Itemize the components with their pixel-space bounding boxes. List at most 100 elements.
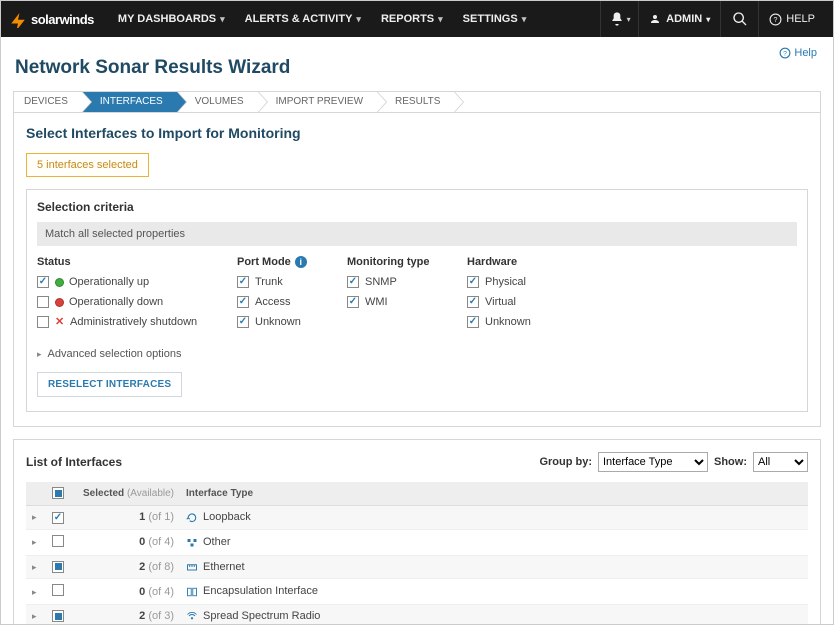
advanced-label: Advanced selection options: [48, 348, 182, 360]
expand-icon[interactable]: ▸: [32, 611, 40, 622]
brand[interactable]: solarwinds: [9, 10, 94, 28]
nav-settings[interactable]: SETTINGS▾: [453, 1, 537, 37]
help-icon: ?: [769, 13, 782, 26]
criteria-col-status: Status Operationally up Operationally do…: [37, 256, 237, 336]
criteria-hardware-physical[interactable]: Physical: [467, 276, 587, 288]
nav-my-dashboards[interactable]: MY DASHBOARDS ▾: [108, 1, 235, 37]
row-checkbox[interactable]: [52, 561, 64, 573]
criteria-label: Access: [255, 296, 290, 308]
criteria-head-portmode: Port Modei: [237, 256, 347, 268]
row-checkbox[interactable]: [52, 535, 64, 547]
brand-text: solarwinds: [31, 12, 94, 27]
show-label: Show:: [714, 456, 747, 468]
nav-help[interactable]: ? HELP: [758, 1, 825, 37]
criteria-status-shutdown[interactable]: ✕ Administratively shutdown: [37, 316, 237, 328]
help-icon: ?: [779, 47, 791, 59]
checkbox-icon: [347, 276, 359, 288]
criteria-head-status: Status: [37, 256, 237, 268]
criteria-portmode-trunk[interactable]: Trunk: [237, 276, 347, 288]
checkbox-icon: [467, 296, 479, 308]
page-help-link[interactable]: ? Help: [779, 47, 817, 59]
checkbox-icon: [37, 296, 49, 308]
criteria-hardware-unknown[interactable]: Unknown: [467, 316, 587, 328]
checkbox-icon: [37, 316, 49, 328]
step-devices[interactable]: DEVICES: [14, 91, 82, 113]
svg-text:?: ?: [774, 17, 778, 24]
criteria-label: Unknown: [255, 316, 301, 328]
expand-icon[interactable]: ▸: [32, 512, 40, 523]
caret-down-icon: ▾: [220, 14, 225, 25]
criteria-status-down[interactable]: Operationally down: [37, 296, 237, 308]
criteria-label: WMI: [365, 296, 388, 308]
row-checkbox[interactable]: [52, 512, 64, 524]
table-row[interactable]: ▸2 (of 3)Spread Spectrum Radio: [26, 605, 808, 625]
show-select[interactable]: All: [753, 452, 808, 472]
table-row[interactable]: ▸1 (of 1)Loopback: [26, 505, 808, 529]
expand-icon: ▸: [37, 349, 42, 360]
expand-icon[interactable]: ▸: [32, 537, 40, 548]
step-import-preview[interactable]: IMPORT PREVIEW: [258, 91, 377, 113]
criteria-label: Physical: [485, 276, 526, 288]
criteria-portmode-unknown[interactable]: Unknown: [237, 316, 347, 328]
step-interfaces[interactable]: INTERFACES: [82, 91, 177, 113]
reselect-interfaces-button[interactable]: RESELECT INTERFACES: [37, 372, 182, 397]
wizard-steps: DEVICES INTERFACES VOLUMES IMPORT PREVIE…: [13, 91, 821, 113]
header-type: Interface Type: [180, 482, 808, 505]
nav-label: ALERTS & ACTIVITY: [245, 13, 353, 25]
criteria-label: Unknown: [485, 316, 531, 328]
criteria-label: Virtual: [485, 296, 516, 308]
nav-reports[interactable]: REPORTS▾: [371, 1, 453, 37]
group-by-label: Group by:: [539, 456, 592, 468]
checkbox-icon: [467, 276, 479, 288]
select-all-checkbox[interactable]: [52, 487, 64, 499]
nav-alerts-activity[interactable]: ALERTS & ACTIVITY▾: [235, 1, 371, 37]
interface-type-icon: [186, 536, 198, 548]
criteria-head-monitoring: Monitoring type: [347, 256, 467, 268]
row-checkbox[interactable]: [52, 610, 64, 622]
table-row[interactable]: ▸2 (of 8)Ethernet: [26, 555, 808, 579]
list-title: List of Interfaces: [26, 455, 122, 469]
help-link-label: Help: [794, 47, 817, 59]
step-results[interactable]: RESULTS: [377, 91, 454, 113]
expand-icon[interactable]: ▸: [32, 562, 40, 573]
advanced-selection-options[interactable]: ▸ Advanced selection options: [37, 348, 797, 360]
nav-label: REPORTS: [381, 13, 434, 25]
selection-criteria-box: Selection criteria Match all selected pr…: [26, 189, 808, 412]
criteria-label: Operationally up: [69, 276, 149, 288]
criteria-label: Administratively shutdown: [70, 316, 197, 328]
criteria-monitoring-snmp[interactable]: SNMP: [347, 276, 467, 288]
table-row[interactable]: ▸0 (of 4)Encapsulation Interface: [26, 579, 808, 605]
status-down-icon: [55, 298, 64, 307]
criteria-label: Operationally down: [69, 296, 163, 308]
search-button[interactable]: [720, 1, 758, 37]
admin-label: ADMIN: [666, 13, 702, 25]
notifications-button[interactable]: ▾: [600, 1, 638, 37]
step-volumes[interactable]: VOLUMES: [177, 91, 258, 113]
criteria-hardware-virtual[interactable]: Virtual: [467, 296, 587, 308]
criteria-portmode-access[interactable]: Access: [237, 296, 347, 308]
criteria-col-monitoring: Monitoring type SNMP WMI: [347, 256, 467, 336]
caret-down-icon: ▾: [356, 14, 361, 25]
row-checkbox[interactable]: [52, 584, 64, 596]
status-shutdown-icon: ✕: [55, 317, 65, 327]
criteria-title: Selection criteria: [37, 200, 797, 214]
help-label: HELP: [786, 13, 815, 25]
checkbox-icon: [37, 276, 49, 288]
nav-label: MY DASHBOARDS: [118, 13, 216, 25]
expand-icon[interactable]: ▸: [32, 587, 40, 598]
info-icon[interactable]: i: [295, 256, 307, 268]
user-icon: [649, 13, 661, 25]
table-row[interactable]: ▸0 (of 4)Other: [26, 529, 808, 555]
svg-text:?: ?: [783, 51, 787, 58]
admin-menu[interactable]: ADMIN ▾: [638, 1, 720, 37]
group-by-select[interactable]: Interface Type: [598, 452, 708, 472]
criteria-monitoring-wmi[interactable]: WMI: [347, 296, 467, 308]
checkbox-icon: [237, 296, 249, 308]
criteria-status-up[interactable]: Operationally up: [37, 276, 237, 288]
interface-type-icon: [186, 586, 198, 598]
caret-down-icon: ▾: [522, 14, 527, 25]
section-title: Select Interfaces to Import for Monitori…: [26, 125, 808, 141]
page-title: Network Sonar Results Wizard: [1, 37, 833, 91]
checkbox-icon: [237, 316, 249, 328]
checkbox-icon: [237, 276, 249, 288]
